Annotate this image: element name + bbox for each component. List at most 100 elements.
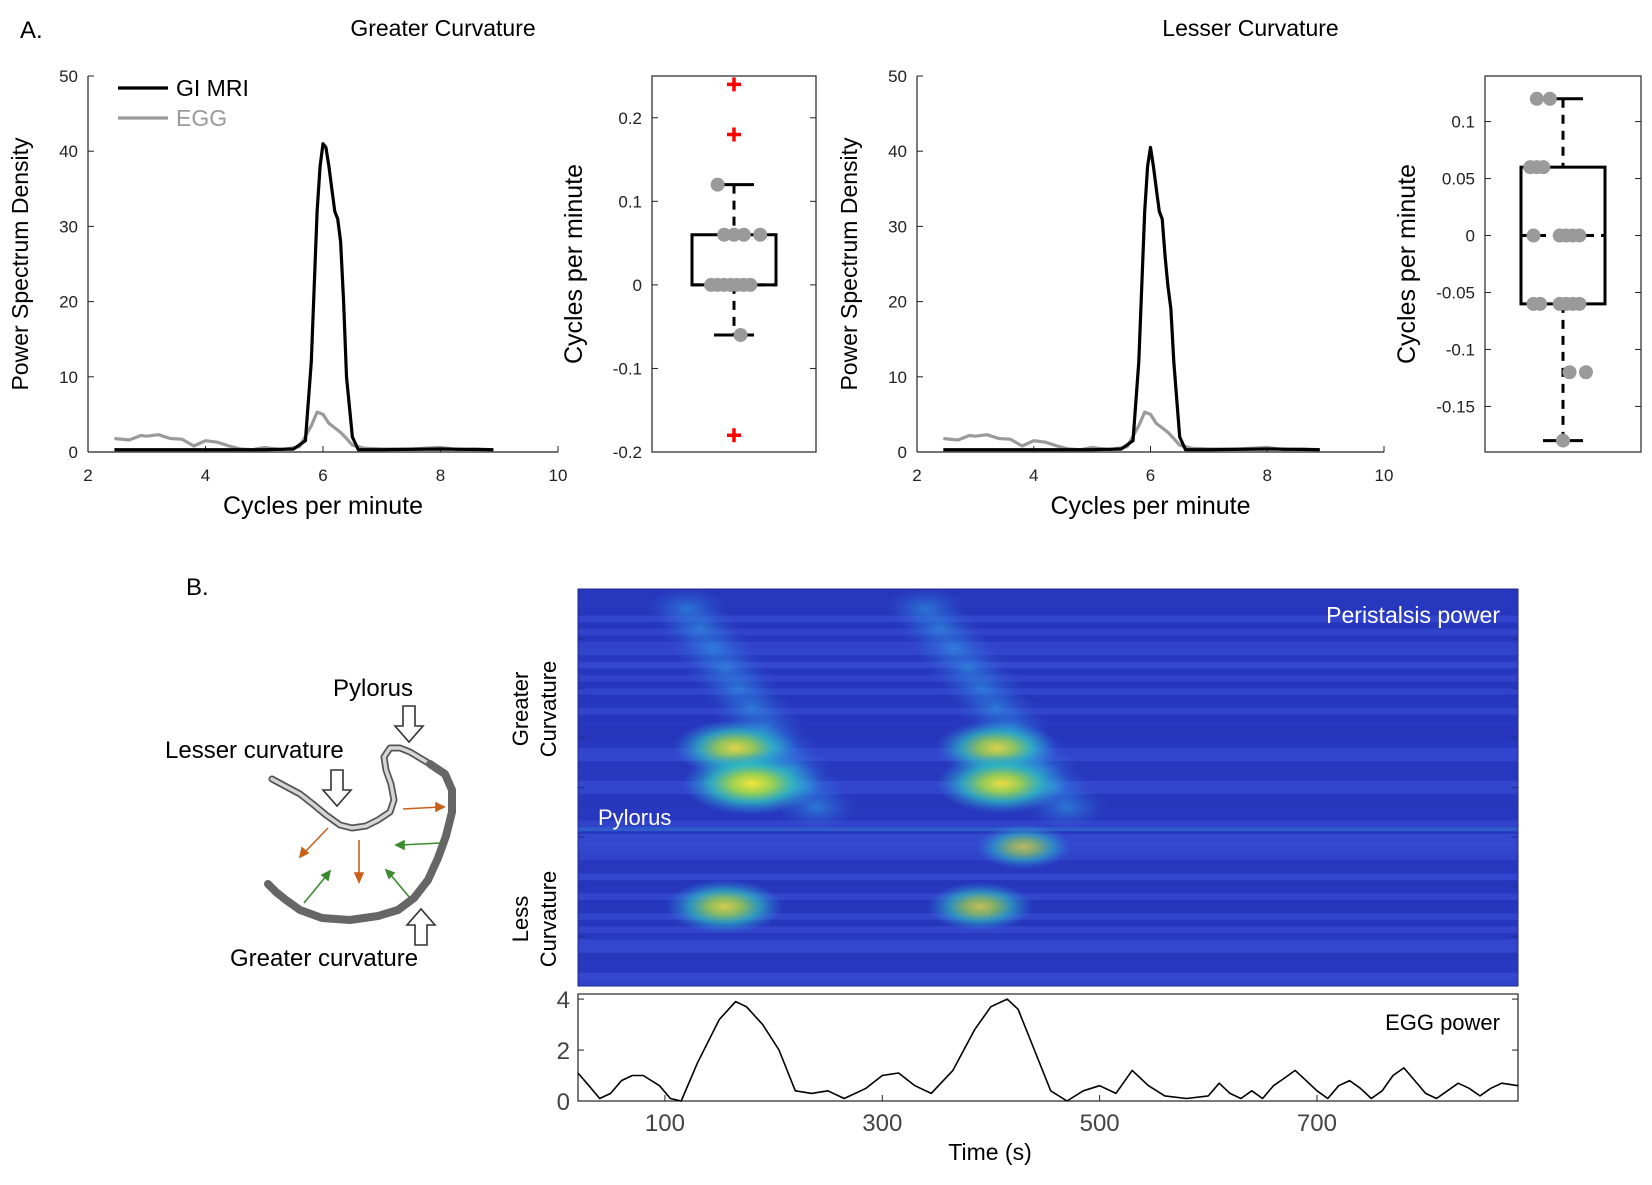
y-tick-label: -0.15 — [1436, 397, 1475, 416]
heatmap-row — [578, 880, 1518, 887]
heatmap-row — [578, 681, 1518, 689]
axes-frame — [651, 75, 817, 453]
diagram-label-greater: Greater curvature — [230, 945, 418, 972]
series-line-egg-power — [577, 998, 1519, 1102]
y-tick-label: -0.1 — [1446, 340, 1475, 359]
y-tick-label: 30 — [888, 217, 907, 236]
x-tick-label: 100 — [645, 1110, 685, 1137]
chart-title: Greater Curvature — [350, 15, 535, 41]
pylorus-arrow-icon — [393, 705, 425, 744]
lesser-curvature-boxplot: -0.15 -0.1 -0.05 0 0.05 0.1 Cycles per minute — [1393, 75, 1642, 453]
heatmap-row — [578, 714, 1518, 722]
x-tick-label: 4 — [201, 466, 210, 485]
y-tick-label: 10 — [888, 368, 907, 387]
heatmap-row — [578, 946, 1518, 953]
diagram-label-lesser: Lesser curvature — [165, 737, 344, 764]
ylabel-greater-line2: Curvature — [536, 661, 561, 758]
data-point — [753, 227, 768, 242]
data-point — [1529, 91, 1544, 106]
y-tick-label: 40 — [888, 142, 907, 161]
egg-power-chart: 100 300 500 700 0 2 4 EGG power Time (s) — [557, 987, 1519, 1165]
data-point — [743, 277, 758, 292]
y-axis-title: Cycles per minute — [560, 164, 588, 364]
heatmap-pylorus-annotation: Pylorus — [598, 805, 671, 830]
axes-frame — [1484, 75, 1642, 453]
data-point — [1556, 433, 1570, 448]
y-tick-label: 4 — [557, 987, 570, 1014]
y-tick-label: -0.2 — [613, 443, 642, 462]
x-tick-label: 700 — [1297, 1110, 1337, 1137]
stomach-diagram: Pylorus Lesser curvature Greater curvatu… — [165, 675, 456, 972]
series-line-egg — [114, 410, 494, 452]
panel-label-a: A. — [20, 17, 43, 44]
peristalsis-hotspot — [935, 753, 1068, 814]
y-tick-label: 0 — [69, 443, 78, 462]
x-axis-title: Time (s) — [948, 1139, 1031, 1165]
interquartile-box — [690, 233, 778, 287]
heatmap-row — [578, 886, 1518, 894]
series-line-egg — [943, 410, 1320, 452]
egg-power-title: EGG power — [1385, 1010, 1500, 1035]
heatmap-row — [578, 602, 1518, 609]
heatmap-row — [578, 648, 1518, 656]
heatmap-row — [578, 635, 1518, 642]
heatmap-row — [578, 608, 1518, 616]
x-tick-label: 8 — [1263, 466, 1272, 485]
legend-label-gi-mri: GI MRI — [176, 75, 249, 101]
chart-title: Lesser Curvature — [1162, 15, 1338, 41]
heatmap-row — [578, 919, 1518, 927]
x-tick-label: 10 — [1375, 466, 1394, 485]
y-tick-label: -0.05 — [1436, 283, 1475, 302]
diagram-label-pylorus: Pylorus — [333, 675, 413, 702]
y-tick-label: 30 — [59, 217, 78, 236]
panel-label-b: B. — [186, 574, 209, 601]
series-line-gi-mri — [114, 142, 494, 452]
y-tick-label: 20 — [888, 293, 907, 312]
heatmap-row — [578, 926, 1518, 934]
data-point — [733, 328, 748, 343]
x-tick-label: 500 — [1080, 1110, 1120, 1137]
heatmap-row — [578, 595, 1518, 603]
greater-curvature-psd-chart: 2 4 6 8 10 0 10 20 30 40 50 Cycles per minute Power … — [7, 15, 567, 520]
greater-arrow-icon — [405, 907, 437, 946]
peristalsis-hotspot — [682, 752, 822, 816]
heatmap-row — [578, 675, 1518, 682]
data-point — [1578, 365, 1593, 380]
y-axis-title: Cycles per minute — [1393, 164, 1421, 364]
heatmap-row — [578, 701, 1518, 709]
legend-label-egg: EGG — [176, 105, 227, 131]
ylabel-less-line2: Curvature — [536, 871, 561, 968]
outlier-marker — [727, 127, 741, 142]
heatmap-row — [578, 628, 1518, 636]
axes-frame — [577, 993, 1519, 1102]
data-point — [710, 177, 725, 192]
y-tick-label: 0.1 — [1451, 113, 1475, 132]
outlier-marker — [727, 428, 741, 443]
y-tick-label: 40 — [59, 142, 78, 161]
data-point — [1572, 228, 1587, 243]
y-tick-label: 10 — [59, 368, 78, 387]
y-tick-label: 50 — [888, 67, 907, 86]
greater-curvature-boxplot: -0.2 -0.1 0 0.1 0.2 Cycles per minute — [560, 75, 817, 462]
heatmap-row — [578, 933, 1518, 940]
x-tick-label: 300 — [862, 1110, 902, 1137]
heatmap-title: Peristalsis power — [1326, 602, 1500, 628]
x-tick-label: 6 — [1146, 466, 1155, 485]
heatmap-row — [578, 615, 1518, 623]
x-tick-label: 8 — [436, 466, 445, 485]
heatmap-row — [578, 913, 1518, 920]
heatmap-row — [578, 589, 1518, 596]
x-axis-title: Cycles per minute — [1050, 492, 1250, 520]
data-point — [1542, 91, 1557, 106]
lesser-curvature-psd-chart: 2 4 6 8 10 0 10 20 30 40 50 Cycles per minute Power … — [836, 15, 1393, 520]
data-point — [1533, 296, 1548, 311]
y-tick-label: 50 — [59, 67, 78, 86]
series-line-gi-mri — [943, 145, 1320, 452]
heatmap-row — [578, 622, 1518, 629]
y-tick-label: 0 — [1466, 227, 1475, 246]
y-tick-label: 0 — [557, 1089, 570, 1116]
data-point — [727, 227, 741, 242]
ylabel-less-line1: Less — [508, 896, 533, 942]
data-point — [1526, 228, 1541, 243]
